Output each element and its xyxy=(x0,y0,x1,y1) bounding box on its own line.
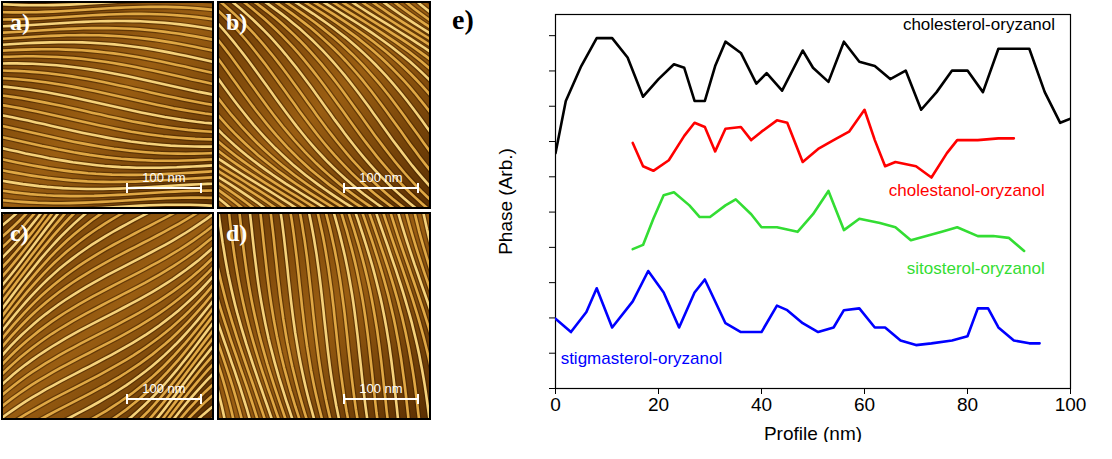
svg-text:d): d) xyxy=(226,220,247,246)
svg-text:stigmasterol-oryzanol: stigmasterol-oryzanol xyxy=(561,349,723,368)
svg-text:cholestanol-oryzanol: cholestanol-oryzanol xyxy=(889,181,1045,200)
svg-text:100 nm: 100 nm xyxy=(359,170,402,185)
svg-text:100 nm: 100 nm xyxy=(142,381,185,396)
html-text:e): e) xyxy=(452,4,474,35)
svg-text:c): c) xyxy=(10,220,29,246)
svg-text:100 nm: 100 nm xyxy=(359,381,402,396)
svg-text:100: 100 xyxy=(1055,394,1087,415)
svg-text:20: 20 xyxy=(648,394,669,415)
svg-text:80: 80 xyxy=(957,394,978,415)
svg-text:sitosterol-oryzanol: sitosterol-oryzanol xyxy=(907,259,1045,278)
svg-text:60: 60 xyxy=(854,394,875,415)
svg-text:100 nm: 100 nm xyxy=(142,170,185,185)
svg-text:b): b) xyxy=(226,9,247,35)
svg-text:Profile (nm): Profile (nm) xyxy=(764,423,862,443)
svg-text:0: 0 xyxy=(550,394,561,415)
svg-text:40: 40 xyxy=(751,394,772,415)
svg-text:a): a) xyxy=(10,9,30,35)
svg-text:Phase (Arb.): Phase (Arb.) xyxy=(495,148,516,255)
svg-text:cholesterol-oryzanol: cholesterol-oryzanol xyxy=(903,15,1055,34)
